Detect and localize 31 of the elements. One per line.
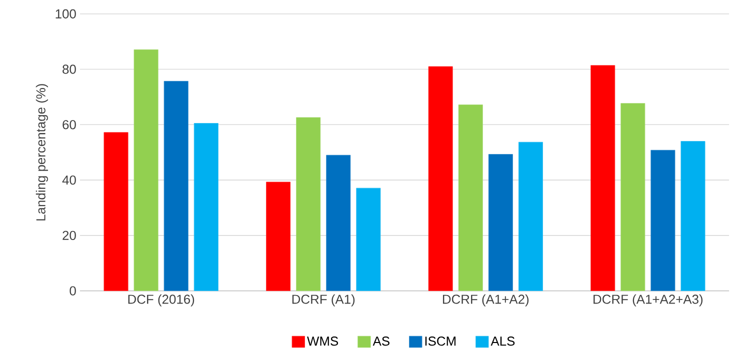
y-axis-title: Landing percentage (%) <box>36 84 48 220</box>
bar <box>356 188 381 292</box>
bar <box>164 81 188 292</box>
x-tick-label: DCRF (A1+A2+A3) <box>594 294 703 307</box>
legend-label: ALS <box>490 336 515 346</box>
bar <box>296 117 321 292</box>
bar <box>326 155 351 292</box>
y-tick-label: 60 <box>62 120 76 130</box>
legend-label: WMS <box>307 336 338 346</box>
legend-label: ISCM <box>425 336 456 346</box>
y-tick-label: 0 <box>70 286 76 296</box>
y-tick-label: 100 <box>56 9 76 19</box>
y-tick-label: 80 <box>62 64 76 74</box>
bar <box>266 182 291 292</box>
bar <box>134 50 158 292</box>
bar <box>650 150 676 292</box>
bar <box>194 123 218 292</box>
legend-label: AS <box>372 336 390 346</box>
bar <box>428 66 453 292</box>
bar <box>458 104 483 292</box>
bar <box>518 142 543 292</box>
x-tick-label: DCF (2016) <box>128 294 194 307</box>
bar <box>590 65 616 292</box>
x-tick-label: DCRF (A1+A2) <box>442 294 529 307</box>
bar <box>104 132 128 292</box>
y-tick-label: 20 <box>62 230 76 240</box>
bar <box>680 141 706 292</box>
x-tick-label: DCRF (A1) <box>292 294 355 307</box>
y-tick-label: 40 <box>62 176 76 185</box>
bar <box>620 103 646 292</box>
bar <box>488 154 513 292</box>
